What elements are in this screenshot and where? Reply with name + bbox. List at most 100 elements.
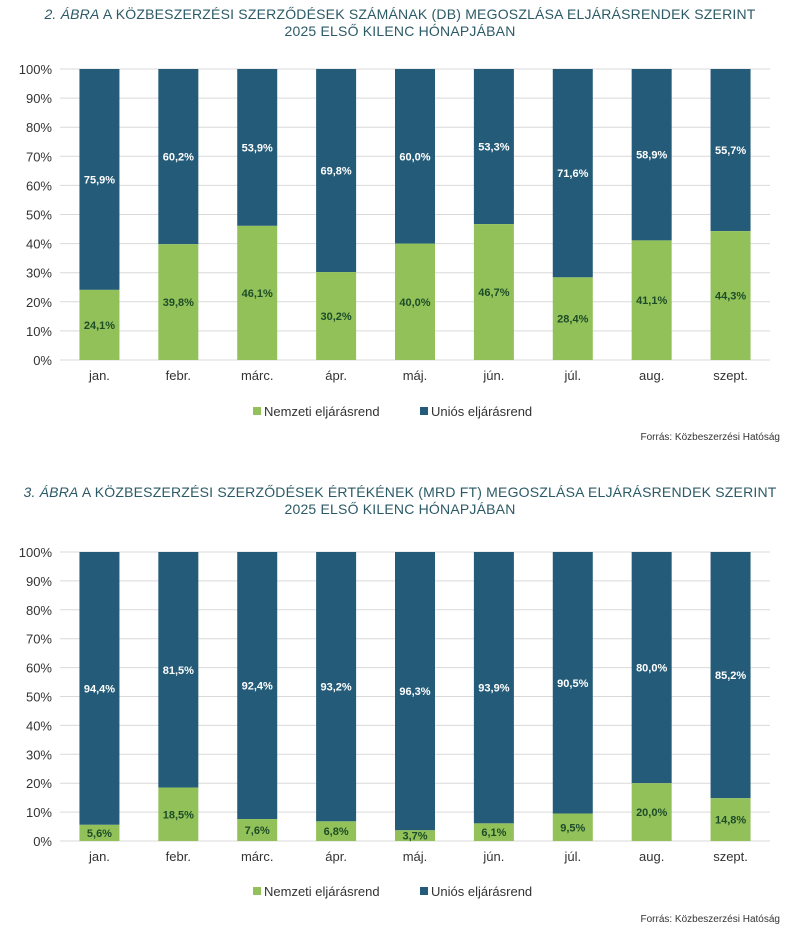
y-tick-label: 80% <box>26 120 52 135</box>
chart-title: 2. ÁBRA A KÖZBESZERZÉSI SZERZŐDÉSEK SZÁM… <box>0 6 800 40</box>
data-label-nemzeti: 28,4% <box>557 314 588 326</box>
data-label-nemzeti: 46,1% <box>242 288 273 300</box>
bar-unios <box>395 552 435 831</box>
x-tick-label: aug. <box>639 849 664 864</box>
y-tick-label: 100% <box>19 545 53 560</box>
x-tick-label: jún. <box>482 368 504 383</box>
data-label-unios: 75,9% <box>84 174 115 186</box>
y-tick-label: 40% <box>26 718 52 733</box>
bar-nemzeti <box>395 830 435 841</box>
chart-title-number: 3. ÁBRA <box>23 484 79 500</box>
legend-swatch <box>253 407 261 415</box>
bar-nemzeti <box>237 819 278 841</box>
data-label-nemzeti: 30,2% <box>321 311 352 323</box>
data-label-unios: 60,2% <box>163 152 194 164</box>
y-tick-label: 10% <box>26 324 52 339</box>
bar-nemzeti <box>79 289 120 360</box>
legend-swatch <box>253 887 261 895</box>
data-label-nemzeti: 3,7% <box>402 831 427 843</box>
x-tick-label: júl. <box>563 849 581 864</box>
legend-label: Nemzeti eljárásrend <box>264 404 380 419</box>
bar-unios <box>79 69 120 290</box>
bar-nemzeti <box>473 823 514 841</box>
legend-label: Uniós eljárásrend <box>431 404 532 419</box>
y-tick-label: 30% <box>26 266 52 281</box>
y-tick-label: 0% <box>33 834 52 849</box>
data-label-unios: 71,6% <box>557 168 588 180</box>
y-tick-label: 40% <box>26 237 52 252</box>
data-label-unios: 93,9% <box>478 683 509 695</box>
y-tick-label: 30% <box>26 747 52 762</box>
chart-title-number: 2. ÁBRA <box>44 6 100 22</box>
bar-nemzeti <box>395 243 435 360</box>
data-label-nemzeti: 39,8% <box>163 297 194 309</box>
bar-unios <box>710 552 751 799</box>
legend-swatch <box>420 407 428 415</box>
y-tick-label: 50% <box>26 208 52 223</box>
bar-unios <box>158 552 199 788</box>
y-tick-label: 90% <box>26 574 52 589</box>
data-label-nemzeti: 40,0% <box>399 297 430 309</box>
x-tick-label: szept. <box>713 368 748 383</box>
chart-title-line2: 2025 ELSŐ KILENC HÓNAPJÁBAN <box>284 23 516 39</box>
chart-title-text: A KÖZBESZERZÉSI SZERZŐDÉSEK SZÁMÁNAK (DB… <box>99 6 756 22</box>
bar-nemzeti <box>158 244 199 360</box>
y-tick-label: 50% <box>26 690 52 705</box>
x-tick-label: ápr. <box>325 849 347 864</box>
data-label-nemzeti: 7,6% <box>245 825 270 837</box>
data-label-nemzeti: 14,8% <box>715 815 746 827</box>
data-label-nemzeti: 18,5% <box>163 809 194 821</box>
x-tick-label: febr. <box>166 849 191 864</box>
x-tick-label: máj. <box>403 849 428 864</box>
data-label-unios: 53,3% <box>478 142 509 154</box>
data-label-nemzeti: 24,1% <box>84 320 115 332</box>
source-note: Forrás: Közbeszerzési Hatóság <box>640 432 780 443</box>
data-label-nemzeti: 6,1% <box>481 827 506 839</box>
x-tick-label: aug. <box>639 368 664 383</box>
bar-unios <box>237 69 278 226</box>
y-tick-label: 60% <box>26 661 52 676</box>
bar-unios <box>158 69 199 245</box>
x-tick-label: jan. <box>88 849 110 864</box>
bar-nemzeti <box>552 277 593 360</box>
legend-swatch <box>420 887 428 895</box>
data-label-unios: 93,2% <box>321 682 352 694</box>
chart-title-line2: 2025 ELSŐ KILENC HÓNAPJÁBAN <box>284 501 516 517</box>
data-label-nemzeti: 6,8% <box>324 826 349 838</box>
data-label-unios: 58,9% <box>636 150 667 162</box>
data-label-unios: 85,2% <box>715 670 746 682</box>
x-tick-label: jan. <box>88 368 110 383</box>
bar-nemzeti <box>552 813 593 841</box>
bar-unios <box>395 69 435 244</box>
chart-title: 3. ÁBRA A KÖZBESZERZÉSI SZERZŐDÉSEK ÉRTÉ… <box>0 484 800 518</box>
data-label-unios: 94,4% <box>84 683 115 695</box>
bar-nemzeti <box>79 824 120 841</box>
bar-nemzeti <box>710 798 751 841</box>
data-label-nemzeti: 20,0% <box>636 807 667 819</box>
chart-title-line1: 3. ÁBRA A KÖZBESZERZÉSI SZERZŐDÉSEK ÉRTÉ… <box>0 484 800 501</box>
data-label-unios: 80,0% <box>636 663 667 675</box>
bar-nemzeti <box>473 224 514 360</box>
bar-unios <box>631 552 672 784</box>
stacked-bar-chart: 0% 10% 20% 30% 40% 50% 60% 70% 80% 90% 100% 5,6% 94,… <box>19 545 770 899</box>
chart-title-line1: 2. ÁBRA A KÖZBESZERZÉSI SZERZŐDÉSEK SZÁM… <box>0 6 800 23</box>
x-tick-label: márc. <box>241 849 274 864</box>
y-tick-label: 90% <box>26 91 52 106</box>
bar-unios <box>79 552 120 825</box>
x-tick-label: szept. <box>713 849 748 864</box>
bar-nemzeti <box>710 231 751 360</box>
source-note: Forrás: Közbeszerzési Hatóság <box>640 914 780 925</box>
bar-unios <box>552 552 593 814</box>
x-tick-label: júl. <box>563 368 581 383</box>
x-tick-label: márc. <box>241 368 274 383</box>
data-label-nemzeti: 44,3% <box>715 291 746 303</box>
bar-unios <box>631 69 672 241</box>
data-label-nemzeti: 9,5% <box>560 822 585 834</box>
data-label-unios: 96,3% <box>399 686 430 698</box>
bar-unios <box>316 552 357 822</box>
stacked-bar-chart: 0% 10% 20% 30% 40% 50% 60% 70% 80% 90% 100% 24,1% 75… <box>19 62 770 419</box>
x-tick-label: febr. <box>166 368 191 383</box>
x-tick-label: ápr. <box>325 368 347 383</box>
bar-unios <box>237 552 278 820</box>
data-label-unios: 53,9% <box>242 142 273 154</box>
